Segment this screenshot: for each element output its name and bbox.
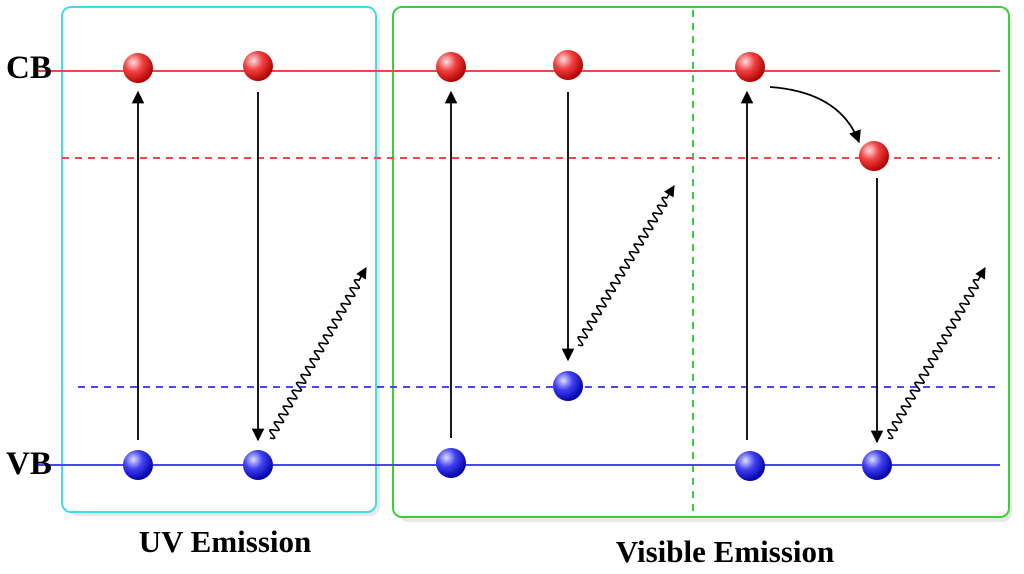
hole [735,451,765,481]
visible-emission-panel [392,6,1010,518]
electron [553,50,583,80]
hole [436,448,466,478]
hole [862,450,892,480]
electron-trapped [859,141,889,171]
photon-arrow-visible-1 [577,185,675,347]
conduction-band-label: CB [6,50,52,86]
uv-emission-label: UV Emission [138,524,312,559]
hole [243,450,273,480]
electron [436,52,466,82]
photon-arrow-uv [269,267,367,440]
electron [123,53,153,83]
uv-emission-panel [61,6,377,513]
visible-emission-label: Visible Emission [615,534,835,569]
electron [243,51,273,81]
hole [123,450,153,480]
relaxation-arrow [769,86,861,144]
photon-arrow-visible-2 [887,267,986,440]
valence-band-label: VB [6,446,52,482]
hole-trapped [553,371,583,401]
electron [735,52,765,82]
